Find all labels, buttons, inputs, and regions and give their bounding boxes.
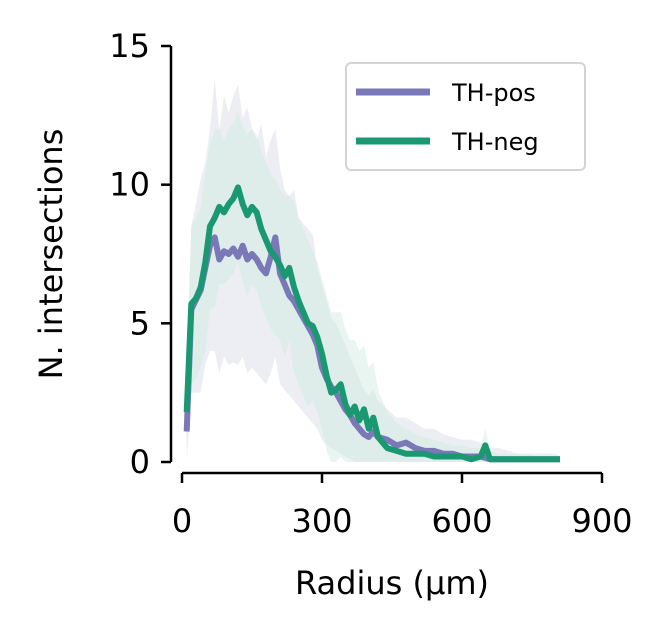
band-th-neg: [186, 112, 560, 462]
x-ticks: 0 300 600 900: [172, 473, 633, 540]
y-tick-label: 15: [109, 27, 150, 65]
legend-label-th-pos: TH-pos: [451, 79, 536, 107]
confidence-bands: [186, 79, 560, 463]
series-lines: [183, 184, 560, 463]
x-tick-label: 300: [291, 502, 352, 540]
y-axis-title: N. intersections: [32, 129, 70, 380]
axes: [169, 46, 602, 475]
x-tick-label: 600: [431, 502, 492, 540]
x-tick-label: 0: [172, 502, 192, 540]
legend: TH-pos TH-neg: [345, 62, 586, 171]
y-tick-label: 10: [109, 166, 150, 204]
legend-label-th-neg: TH-neg: [451, 128, 539, 156]
x-tick-label: 900: [571, 502, 632, 540]
y-tick-label: 5: [130, 304, 150, 342]
band-th-pos: [186, 79, 560, 463]
y-ticks: 0 5 10 15: [109, 27, 171, 481]
series-line-th-neg: [183, 184, 560, 463]
y-tick-label: 0: [130, 443, 150, 481]
x-axis-title: Radius (µm): [295, 564, 489, 602]
